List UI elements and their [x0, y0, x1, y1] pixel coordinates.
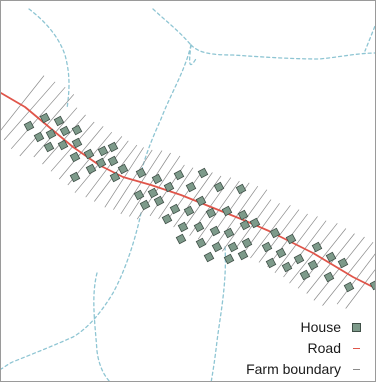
house-marker-19 [109, 171, 121, 183]
house-marker-28 [235, 183, 247, 195]
house-marker-21 [135, 167, 147, 179]
house-marker-65 [307, 259, 319, 271]
house-marker-52 [241, 237, 253, 249]
house-marker-41 [177, 221, 189, 233]
house-marker-24 [197, 167, 209, 179]
stream-line-8 [28, 8, 70, 110]
stream-line-7 [210, 246, 227, 381]
house-marker-48 [175, 233, 187, 245]
road-symbol-icon [351, 348, 361, 349]
house-marker-44 [223, 227, 235, 239]
legend-row-farm-boundary: Farm boundary [246, 359, 361, 380]
stream-line-5 [140, 44, 192, 174]
stream-line-4 [364, 24, 375, 52]
house-marker-12 [69, 151, 81, 163]
house-marker-27 [213, 181, 225, 193]
farm-boundary-symbol-icon [351, 369, 361, 370]
house-marker-9 [57, 139, 69, 151]
house-marker-50 [211, 241, 223, 253]
house-marker-62 [265, 257, 277, 269]
legend-road-label: Road [307, 340, 341, 356]
house-marker-51 [227, 241, 239, 253]
house-marker-30 [133, 189, 145, 201]
house-marker-46 [269, 227, 281, 239]
house-marker-8 [43, 141, 55, 153]
house-marker-11 [83, 148, 95, 160]
house-marker-61 [237, 249, 249, 261]
house-layer [23, 112, 375, 293]
stream-line-9 [93, 272, 111, 381]
house-marker-66 [323, 271, 335, 283]
house-marker-32 [153, 195, 165, 207]
house-marker-20 [69, 171, 81, 183]
stream-line-6 [1, 212, 142, 370]
house-marker-39 [249, 217, 261, 229]
house-marker-34 [183, 205, 195, 217]
house-marker-22 [151, 173, 163, 185]
house-marker-67 [343, 281, 355, 293]
house-marker-56 [311, 241, 323, 253]
house-marker-60 [223, 253, 235, 265]
stream-line-3 [190, 44, 375, 60]
house-marker-13 [97, 145, 109, 157]
house-marker-40 [161, 213, 173, 225]
house-marker-7 [71, 124, 83, 136]
house-marker-15 [95, 157, 107, 169]
house-marker-63 [281, 261, 293, 273]
house-marker-37 [221, 205, 233, 217]
house-marker-23 [173, 169, 185, 181]
house-marker-6 [59, 125, 71, 137]
legend-farm-boundary-label: Farm boundary [246, 361, 341, 377]
house-marker-58 [337, 257, 349, 269]
house-marker-68 [369, 279, 375, 291]
house-marker-4 [33, 131, 45, 143]
legend-row-house: House [246, 317, 361, 338]
house-marker-3 [53, 115, 65, 127]
house-marker-26 [185, 181, 197, 193]
house-marker-59 [203, 251, 215, 263]
house-marker-38 [237, 209, 249, 221]
house-marker-29 [147, 187, 159, 199]
house-marker-1 [23, 120, 35, 132]
house-marker-14 [107, 141, 119, 153]
house-marker-45 [239, 219, 251, 231]
house-marker-43 [209, 225, 221, 237]
house-marker-47 [285, 233, 297, 245]
house-marker-64 [299, 269, 311, 281]
house-marker-18 [117, 163, 129, 175]
house-marker-10 [71, 137, 83, 149]
house-marker-49 [195, 237, 207, 249]
house-marker-31 [139, 199, 151, 211]
stream-layer [1, 8, 375, 381]
house-marker-57 [325, 251, 337, 263]
stream-line-1 [152, 8, 192, 46]
road-layer [1, 92, 375, 290]
house-marker-2 [39, 112, 51, 124]
legend-row-road: Road [246, 338, 361, 359]
house-marker-16 [85, 163, 97, 175]
legend-house-label: House [300, 319, 341, 335]
house-marker-54 [275, 247, 287, 259]
house-marker-35 [195, 195, 207, 207]
road-line [1, 92, 375, 290]
house-marker-53 [261, 241, 273, 253]
house-marker-17 [107, 155, 119, 167]
farm-boundary-layer [1, 75, 375, 309]
house-marker-36 [205, 207, 217, 219]
house-symbol-icon [351, 323, 361, 332]
map-legend: House Road Farm boundary [246, 317, 361, 380]
house-marker-42 [193, 221, 205, 233]
house-marker-5 [45, 128, 57, 140]
house-marker-55 [293, 253, 305, 265]
house-marker-25 [163, 181, 175, 193]
house-marker-33 [169, 203, 181, 215]
stream-line-2 [188, 44, 198, 66]
